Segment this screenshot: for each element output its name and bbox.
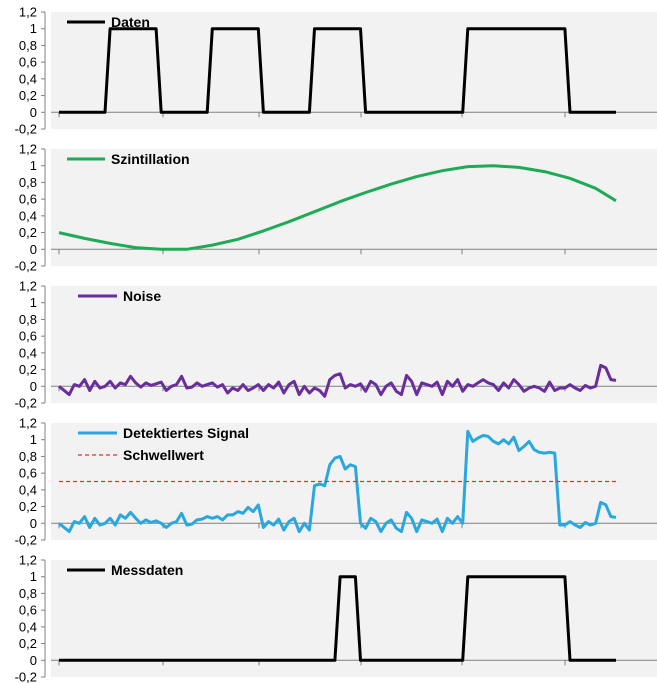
- y-tick-label: 0: [30, 242, 37, 257]
- chart-panel-2: 1,21 0,8 0,60,4 0,2 0 -0,2 Szintillation: [15, 142, 657, 274]
- series-line-daten: [59, 27, 616, 114]
- y-tick-label: 1: [30, 158, 37, 173]
- y-tick-label: -0,2: [15, 396, 37, 411]
- y-tick-label: 0,2: [19, 499, 37, 514]
- y-tick-label: 0,2: [19, 362, 37, 377]
- y-tick-label: -0,2: [15, 122, 37, 137]
- legend-label: Messdaten: [111, 562, 183, 578]
- y-tick-label: 0,4: [19, 619, 37, 634]
- plot-area: [51, 149, 657, 266]
- y-tick-label: 1: [30, 432, 37, 447]
- y-tick-label: 1,2: [19, 5, 37, 20]
- y-tick-label: 0,4: [19, 345, 37, 360]
- chart-panel-3: 1,21 0,8 0,60,4 0,2 0 -0,2 Noise: [15, 279, 657, 411]
- y-tick-label: 0,4: [19, 208, 37, 223]
- chart-panel-5: 1,21 0,8 0,60,4 0,2 0 -0,2 Messdaten: [15, 553, 657, 683]
- y-tick-label: -0,2: [15, 259, 37, 274]
- y-tick-label: 0: [30, 105, 37, 120]
- y-tick-label: 1,2: [19, 142, 37, 157]
- plot-area: [51, 286, 657, 403]
- y-tick-label: 0,8: [19, 175, 37, 190]
- legend-label: Detektiertes Signal: [123, 425, 249, 441]
- y-tick-label: 0,2: [19, 636, 37, 651]
- chart-panel-4: 1,21 0,8 0,60,4 0,2 0 -0,2 Detektiertes Signal…: [15, 416, 657, 548]
- y-tick-label: 0,8: [19, 586, 37, 601]
- y-tick-label: 0,8: [19, 38, 37, 53]
- y-tick-label: 1: [30, 21, 37, 36]
- legend-label: Schwellwert: [123, 447, 204, 463]
- y-tick-label: 0,6: [19, 603, 37, 618]
- legend-label: Noise: [123, 288, 161, 304]
- y-tick-label: 0,2: [19, 225, 37, 240]
- plot-area: [51, 560, 657, 677]
- legend-label: Szintillation: [111, 151, 190, 167]
- y-tick-label: 0,6: [19, 55, 37, 70]
- chart-panel-1: 1,21 0,8 0,60,4 0,2 0 -0,2 Daten: [15, 5, 657, 137]
- y-tick-label: 1,2: [19, 279, 37, 294]
- y-tick-label: 0,6: [19, 329, 37, 344]
- y-tick-label: 0,8: [19, 312, 37, 327]
- legend-label: Daten: [111, 14, 150, 30]
- y-tick-label: 0,4: [19, 482, 37, 497]
- y-tick-label: -0,2: [15, 533, 37, 548]
- y-tick-label: 0,2: [19, 88, 37, 103]
- y-tick-label: 0: [30, 653, 37, 668]
- y-tick-label: 0,4: [19, 71, 37, 86]
- y-tick-label: 0: [30, 516, 37, 531]
- y-tick-label: 1: [30, 569, 37, 584]
- y-tick-label: 1: [30, 295, 37, 310]
- y-tick-label: 0,6: [19, 192, 37, 207]
- y-tick-label: 1,2: [19, 553, 37, 568]
- series-line-detektiertes-signal: [58, 429, 617, 534]
- y-tick-label: 0: [30, 379, 37, 394]
- y-tick-label: 0,6: [19, 466, 37, 481]
- series-line-noise: [58, 363, 617, 398]
- y-tick-label: 1,2: [19, 416, 37, 431]
- y-tick-label: 0,8: [19, 449, 37, 464]
- series-line-messdaten: [59, 575, 616, 662]
- series-line-szintillation: [58, 164, 617, 251]
- y-tick-label: -0,2: [15, 670, 37, 683]
- plot-area: [51, 12, 657, 129]
